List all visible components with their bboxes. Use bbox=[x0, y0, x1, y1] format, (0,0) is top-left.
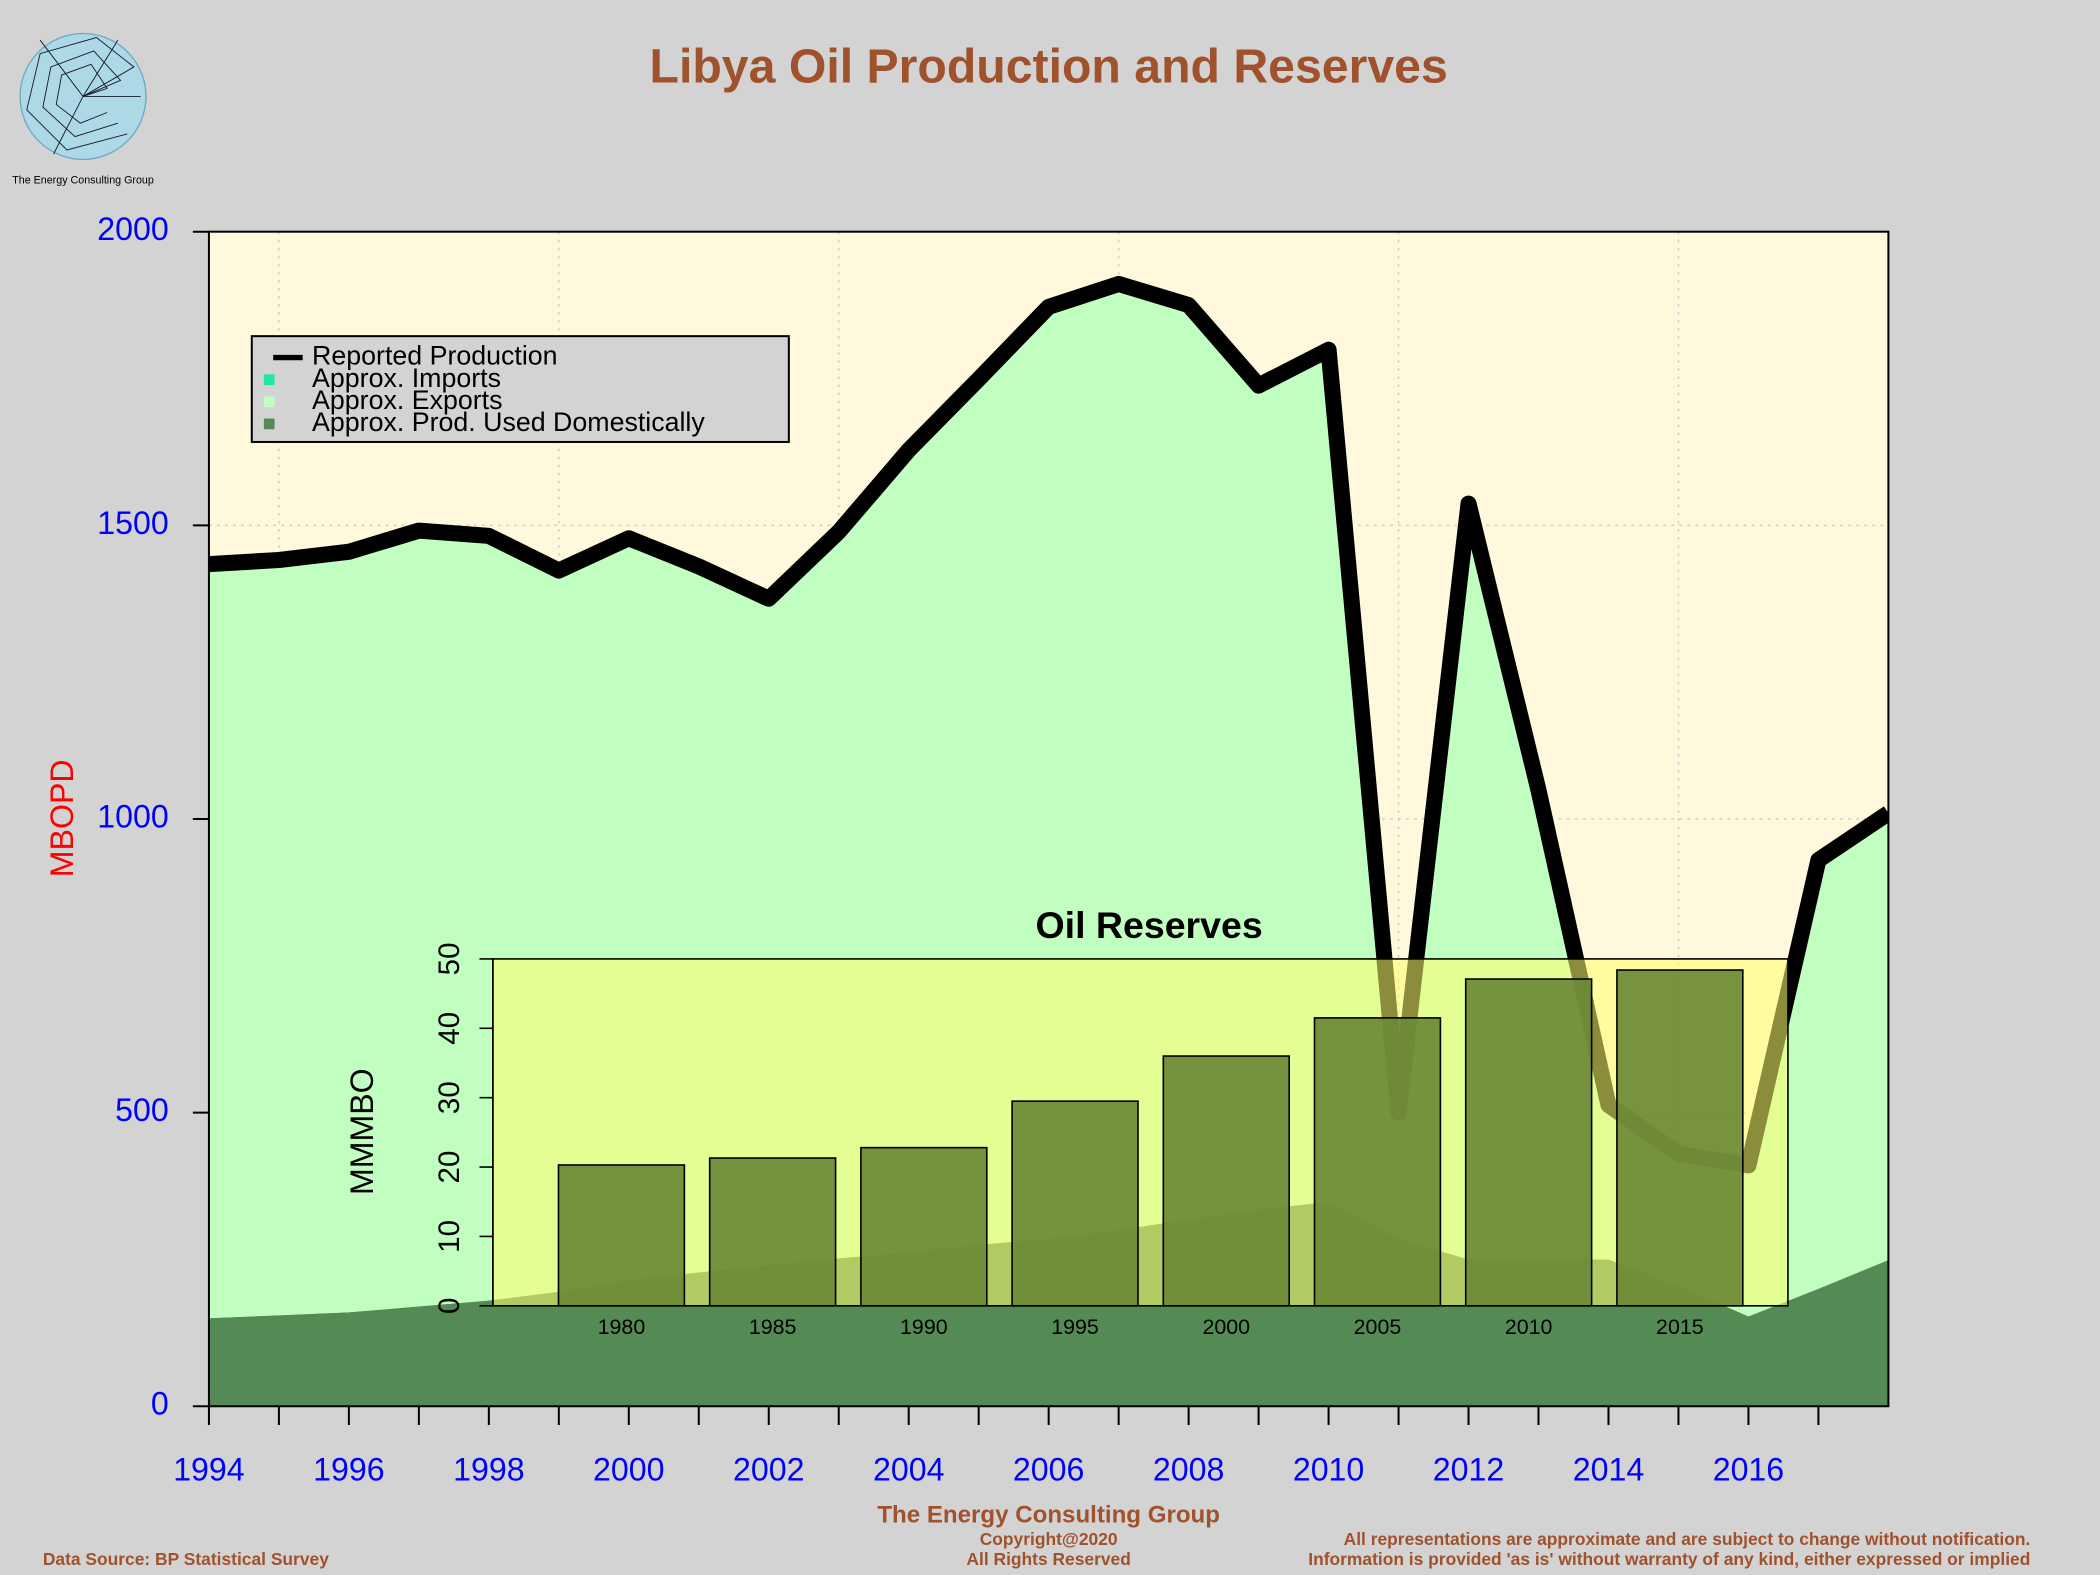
x-tick-label: 1998 bbox=[453, 1451, 524, 1487]
legend-box bbox=[250, 335, 790, 443]
x-tick-label: 1994 bbox=[173, 1451, 244, 1487]
footer-rights: All Rights Reserved bbox=[966, 1549, 1130, 1569]
legend-swatch bbox=[263, 374, 275, 386]
footer-disclaimer: All representations are approximate and … bbox=[1344, 1529, 2031, 1549]
footer-copyright: Copyright@2020 bbox=[980, 1529, 1118, 1549]
inset-x-tick-label: 2015 bbox=[1656, 1315, 1704, 1339]
footer-company: The Energy Consulting Group bbox=[877, 1501, 1220, 1528]
x-tick-label: 2004 bbox=[873, 1451, 944, 1487]
logo-text: The Energy Consulting Group bbox=[12, 175, 154, 187]
bar bbox=[860, 1146, 988, 1307]
footer-disclaimer: Information is provided 'as is' without … bbox=[1308, 1549, 2030, 1569]
inset-y-tick-label: 50 bbox=[433, 943, 466, 976]
x-tick-label: 2002 bbox=[733, 1451, 804, 1487]
logo: The Energy Consulting Group bbox=[12, 32, 154, 187]
y-tick-label: 0 bbox=[151, 1386, 169, 1422]
inset-background bbox=[492, 958, 1789, 1307]
inset-y-tick-label: 0 bbox=[433, 1298, 466, 1314]
x-tick-label: 2016 bbox=[1713, 1451, 1784, 1487]
inset-y-tick-label: 10 bbox=[433, 1220, 466, 1253]
inset-x-tick-label: 2005 bbox=[1354, 1315, 1402, 1339]
bar bbox=[557, 1164, 686, 1307]
inset-x-tick-label: 1995 bbox=[1051, 1315, 1099, 1339]
x-tick-label: 2006 bbox=[1013, 1451, 1084, 1487]
bar bbox=[1616, 969, 1744, 1307]
chart-title: Libya Oil Production and Reserves bbox=[650, 39, 1448, 93]
y-tick-label: 2000 bbox=[97, 211, 168, 247]
x-tick-label: 2008 bbox=[1153, 1451, 1224, 1487]
footer-source: Data Source: BP Statistical Survey bbox=[43, 1549, 329, 1569]
bar bbox=[708, 1157, 837, 1307]
legend-swatch bbox=[263, 418, 275, 430]
inset-y-tick-label: 30 bbox=[433, 1081, 466, 1114]
inset-title: Oil Reserves bbox=[1035, 904, 1262, 946]
x-tick-label: 2012 bbox=[1433, 1451, 1504, 1487]
inset-y-label: MMMBO bbox=[344, 1068, 380, 1195]
x-tick-label: 1996 bbox=[313, 1451, 384, 1487]
inset-x-tick-label: 1980 bbox=[598, 1315, 646, 1339]
y-tick-label: 500 bbox=[115, 1092, 169, 1128]
bar bbox=[1011, 1100, 1139, 1307]
inset-y-tick-label: 20 bbox=[433, 1151, 466, 1184]
legend-label: Reported Production bbox=[312, 341, 558, 371]
bar bbox=[1313, 1017, 1442, 1307]
legend-swatch bbox=[263, 396, 275, 408]
inset-chart: Oil Reserves MMMBO 0 10 20 30 40 50 1980 1985 1990… bbox=[344, 904, 1789, 1339]
legend-label: Approx. Imports bbox=[312, 363, 501, 393]
legend-label: Approx. Exports bbox=[312, 385, 502, 415]
x-tick-label: 2014 bbox=[1573, 1451, 1644, 1487]
inset-x-tick-label: 1985 bbox=[749, 1315, 797, 1339]
y-tick-label: 1500 bbox=[97, 505, 168, 541]
y-axis-label: MBOPD bbox=[44, 759, 80, 877]
inset-x-tick-label: 2010 bbox=[1505, 1315, 1553, 1339]
bar bbox=[1464, 978, 1593, 1307]
legend-label: Approx. Prod. Used Domestically bbox=[312, 407, 705, 437]
inset-x-tick-label: 1990 bbox=[900, 1315, 948, 1339]
x-tick-label: 2000 bbox=[593, 1451, 664, 1487]
bar bbox=[1162, 1055, 1290, 1307]
inset-x-tick-label: 2000 bbox=[1202, 1315, 1250, 1339]
x-tick-label: 2010 bbox=[1293, 1451, 1364, 1487]
y-tick-label: 1000 bbox=[97, 798, 168, 834]
inset-y-tick-label: 40 bbox=[433, 1012, 466, 1045]
